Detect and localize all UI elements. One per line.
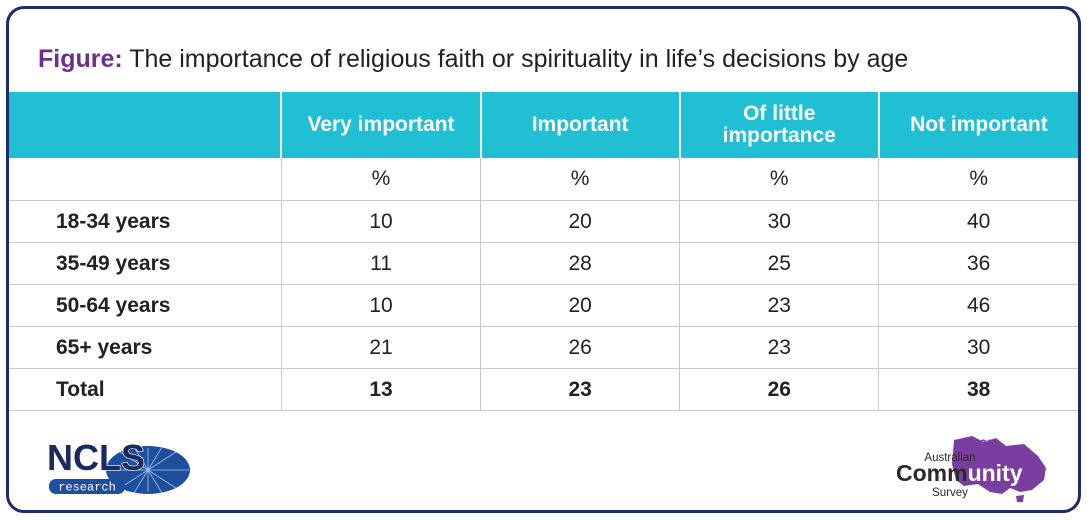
figure-frame: Figure: The importance of religious fait…: [6, 6, 1081, 513]
ncls-research-pill: [49, 479, 125, 494]
row-label: Total: [9, 368, 282, 411]
value-cell: 40: [878, 200, 1078, 243]
value-cell: 36: [878, 242, 1078, 285]
acs-line2-a: Comm: [896, 460, 968, 486]
value-cell: 10: [280, 200, 481, 243]
data-table: Very important Important Of little impor…: [9, 92, 1078, 411]
table-header-cell: Not important: [878, 92, 1078, 158]
acs-line2-b: unity: [968, 460, 1023, 486]
ncls-logo-text: NCLS: [47, 437, 145, 478]
unit-cell: %: [679, 158, 879, 201]
table-row: 35-49 years 11 28 25 36: [9, 242, 1078, 285]
figure-title-text: The importance of religious faith or spi…: [129, 45, 909, 73]
table-row: 18-34 years 10 20 30 40: [9, 200, 1078, 243]
units-row: % % % %: [9, 158, 1078, 201]
value-cell: 20: [480, 284, 680, 327]
figure-title: Figure: The importance of religious fait…: [38, 45, 908, 74]
value-cell: 20: [480, 200, 680, 243]
value-cell: 30: [878, 326, 1078, 369]
ncls-research-text: research: [58, 481, 116, 495]
figure-title-prefix: Figure:: [38, 45, 123, 73]
tasmania-icon: [1016, 495, 1024, 502]
value-cell: 23: [679, 326, 879, 369]
value-cell: 13: [280, 368, 481, 411]
value-cell: 26: [480, 326, 680, 369]
table-row: 50-64 years 10 20 23 46: [9, 284, 1078, 327]
table-row: 65+ years 21 26 23 30: [9, 326, 1078, 369]
table-header-cell: Of little importance: [679, 92, 880, 158]
acs-line2: Community: [896, 460, 1023, 486]
acs-line3: Survey: [932, 487, 968, 499]
unit-cell: [9, 158, 281, 201]
unit-cell: %: [480, 158, 680, 201]
value-cell: 21: [280, 326, 481, 369]
unit-cell: %: [878, 158, 1078, 201]
unit-cell: %: [280, 158, 481, 201]
row-label: 35-49 years: [9, 242, 282, 285]
table-header-row: Very important Important Of little impor…: [9, 92, 1078, 158]
row-label: 50-64 years: [9, 284, 282, 327]
value-cell: 46: [878, 284, 1078, 327]
value-cell: 10: [280, 284, 481, 327]
row-label: 18-34 years: [9, 200, 282, 243]
table-header-cell: [9, 92, 283, 158]
value-cell: 23: [480, 368, 680, 411]
total-row: Total 13 23 26 38: [9, 368, 1078, 411]
value-cell: 11: [280, 242, 481, 285]
acs-line1: Australian: [924, 452, 975, 464]
australia-map-icon: [952, 436, 1046, 494]
value-cell: 30: [679, 200, 879, 243]
australian-community-survey-logo: 2020 Australian Community Survey: [896, 436, 1046, 502]
table-header-cell: Important: [480, 92, 681, 158]
ncls-research-logo: NCLS research: [46, 436, 190, 495]
row-label: 65+ years: [9, 326, 282, 369]
value-cell: 26: [679, 368, 879, 411]
value-cell: 25: [679, 242, 879, 285]
acs-year: 2020: [967, 437, 994, 451]
value-cell: 28: [480, 242, 680, 285]
value-cell: 23: [679, 284, 879, 327]
value-cell: 38: [878, 368, 1078, 411]
table-header-cell: Very important: [281, 92, 482, 158]
